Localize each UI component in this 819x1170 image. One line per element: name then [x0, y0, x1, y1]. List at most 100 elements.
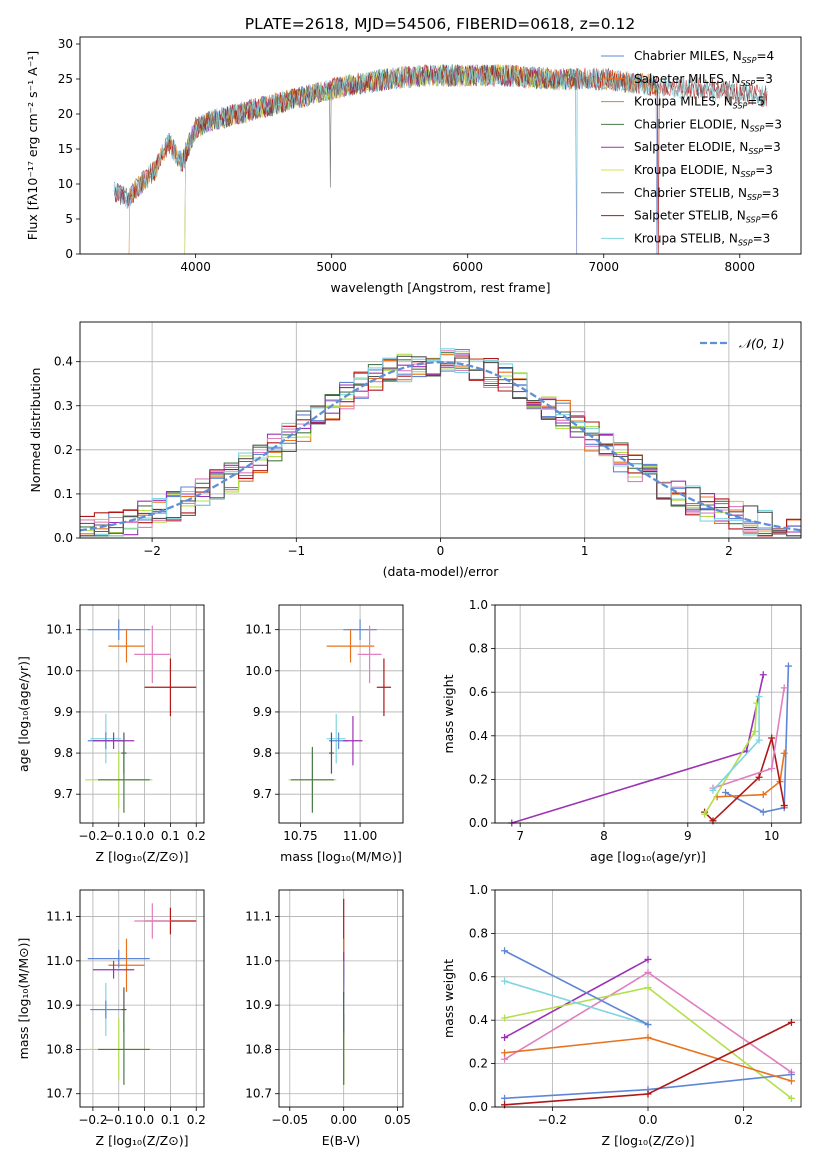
age-vs-Z-marks: [85, 619, 197, 813]
error-bar-point: [108, 629, 145, 663]
y-tick-label: 25: [58, 72, 73, 86]
axes-frame: [79, 36, 802, 255]
y-tick-label: 0.4: [469, 1013, 488, 1027]
y-tick-label: 9.9: [54, 705, 73, 719]
weight-line: [703, 703, 758, 815]
y-tick-label: 9.7: [253, 787, 272, 801]
spectrum-axes: 4000 5000 6000 7000 8000 0 5 10 15 20 25 30 waveleng…: [25, 36, 802, 295]
x-tick-label: 10.75: [283, 829, 317, 843]
legend-entry: Salpeter ELODIE, NSSP=3: [634, 140, 781, 156]
weight-line: [504, 980, 649, 1026]
plots-layer: 4000 5000 6000 7000 8000051015202530waveleng…: [16, 36, 802, 1148]
weight-marker: [755, 773, 763, 781]
y-tick-label: 0.0: [469, 816, 488, 830]
x-tick-label: 0.1: [161, 829, 180, 843]
error-bar-point: [108, 938, 145, 992]
y-tick-label: 15: [58, 142, 73, 156]
legend-sub: SSP: [748, 147, 763, 156]
histogram-series: [80, 348, 801, 537]
spectrum-legend: Chabrier MILES, NSSP=4 Salpeter MILES, NS…: [601, 49, 782, 247]
weight-marker: [501, 1055, 509, 1063]
spectrum-line: [184, 64, 577, 255]
legend-count: =3: [763, 140, 781, 154]
weight-vs-age-axes: 7 8 9 10 0.0 0.2 0.4 0.6 0.8 1.0 age [log₁₀(age/yr…: [441, 598, 802, 864]
legend-entry: Chabrier STELIB, NSSP=3: [634, 186, 779, 202]
error-bar-point: [87, 949, 150, 968]
spectrum-line: [184, 64, 577, 255]
legend-n: N: [732, 163, 741, 177]
axes-frame: [278, 604, 404, 824]
y-tick-label: 10.0: [46, 664, 73, 678]
x-tick-label: 10: [764, 829, 779, 843]
y-tick-label: 0.8: [469, 926, 488, 940]
figure-title: PLATE=2618, MJD=54506, FIBERID=0618, z=0…: [245, 15, 635, 33]
legend-sub: SSP: [742, 56, 757, 65]
y-axis-label: mass [log₁₀(M/M⊙)]: [16, 938, 31, 1060]
weight-line: [725, 665, 790, 813]
weight-marker: [768, 734, 776, 742]
spectrum-panel: 4000 5000 6000 7000 8000 0 5 10 15 20 25 30 waveleng…: [25, 36, 802, 295]
weight-marker: [644, 1034, 652, 1042]
y-tick-label: 11.0: [245, 954, 272, 968]
x-tick-label: 11.00: [343, 829, 377, 843]
histogram-series: [80, 355, 801, 537]
error-bar-point: [376, 658, 392, 717]
error-bar-point: [144, 658, 197, 717]
y-tick-label: 9.8: [253, 746, 272, 760]
legend-entry: 𝒩(0, 1): [739, 336, 785, 351]
mass-vs-Z-marks: [85, 903, 197, 1085]
legend-entry: Chabrier ELODIE, NSSP=3: [634, 117, 782, 133]
x-tick-label: 0: [437, 544, 445, 558]
legend-count: =3: [755, 163, 773, 177]
weight-marker: [644, 955, 652, 963]
spectrum-line: [128, 64, 659, 255]
axes-frame: [278, 889, 404, 1108]
y-tick-label: 1.0: [469, 598, 488, 612]
error-bar-point: [87, 619, 150, 640]
error-bar-point: [98, 746, 150, 813]
y-axis-label: mass weight: [441, 674, 456, 753]
x-tick-label: 2: [725, 544, 733, 558]
y-tick-label: 0.1: [54, 487, 73, 501]
gaussian-curve: [79, 360, 802, 532]
y-tick-label: 11.1: [46, 910, 73, 924]
weight-line: [504, 950, 649, 1026]
legend-entry: Salpeter STELIB, NSSP=6: [634, 209, 778, 225]
legend-n: N: [741, 117, 750, 131]
residuals-marks: [79, 348, 802, 537]
x-tick-label: 4000: [180, 260, 211, 274]
age-vs-mass-axes: 10.75 11.00 9.7 9.8 9.9 10.0 10.1 mass [log₁₀(M…: [245, 604, 404, 864]
weight-marker: [722, 788, 730, 796]
y-tick-label: 10.1: [245, 623, 272, 637]
weight-marker: [709, 786, 717, 794]
residual-legend: 𝒩(0, 1): [700, 336, 785, 351]
x-tick-label: 1: [581, 544, 589, 558]
x-tick-label: 7000: [588, 260, 619, 274]
y-axis-label: age [log₁₀(age/yr)]: [16, 656, 31, 772]
weight-marker: [787, 1070, 795, 1078]
legend-n: N: [739, 140, 748, 154]
legend-sub: SSP: [747, 193, 762, 202]
weight-marker: [780, 802, 788, 810]
weight-marker: [755, 736, 763, 744]
legend-sub: SSP: [738, 238, 753, 247]
legend-sub: SSP: [733, 102, 748, 111]
x-axis-label: age [log₁₀(age/yr)]: [590, 849, 706, 864]
legend-entry: Kroupa ELODIE, NSSP=3: [634, 163, 773, 179]
x-tick-label: 0.05: [384, 1113, 411, 1127]
residuals-panel: −2 −1 0 1 2 0.0 0.1 0.2 0.3 0.4 (data-model)/error…: [28, 321, 802, 579]
weight-vs-Z-marks: [501, 947, 795, 1109]
legend-sub: SSP: [750, 124, 765, 133]
y-tick-label: 0: [65, 247, 73, 261]
error-bar-point: [357, 625, 382, 684]
y-tick-label: 10.9: [46, 998, 73, 1012]
weight-marker: [501, 1049, 509, 1057]
error-bar-point: [343, 716, 363, 766]
x-axis-label: Z [log₁₀(Z/Z⊙)]: [96, 849, 189, 864]
weight-marker: [501, 1014, 509, 1022]
error-bar-point: [326, 629, 375, 663]
x-tick-label: −2: [143, 544, 161, 558]
legend-n: N: [737, 209, 746, 223]
error-bar-point: [92, 732, 135, 749]
